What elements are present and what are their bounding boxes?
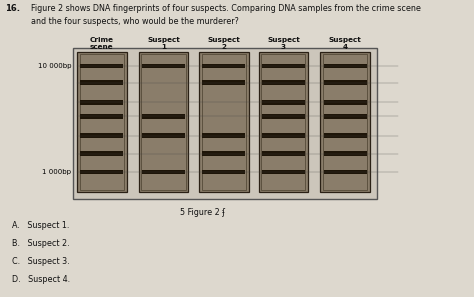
Bar [259, 52, 308, 192]
Bar [80, 170, 123, 174]
Text: D.   Suspect 4.: D. Suspect 4. [12, 275, 70, 284]
Bar [80, 151, 123, 156]
Bar [202, 133, 246, 138]
Text: C.   Suspect 3.: C. Suspect 3. [12, 257, 70, 266]
Bar [262, 170, 305, 174]
Bar [262, 54, 305, 190]
Bar [262, 80, 305, 85]
Bar [80, 64, 123, 68]
Bar [262, 114, 305, 119]
Bar [323, 100, 367, 105]
Bar [323, 64, 367, 68]
Text: B.   Suspect 2.: B. Suspect 2. [12, 239, 70, 248]
Bar [80, 80, 123, 85]
Bar [80, 54, 124, 190]
Text: 16.: 16. [5, 4, 20, 13]
Text: Suspect
4: Suspect 4 [328, 37, 362, 50]
Text: Suspect
1: Suspect 1 [147, 37, 180, 50]
Bar [80, 114, 123, 119]
Bar [138, 52, 188, 192]
Bar [202, 80, 246, 85]
Bar [202, 151, 246, 156]
Bar [142, 133, 185, 138]
Bar [320, 52, 370, 192]
Bar [73, 48, 377, 199]
Text: Crime
scene: Crime scene [90, 37, 114, 50]
Bar [262, 100, 305, 105]
Bar [77, 52, 127, 192]
Bar [80, 133, 123, 138]
Bar [323, 80, 367, 85]
Text: 1 000bp: 1 000bp [42, 169, 71, 175]
Text: 5 Figure 2 ʄ: 5 Figure 2 ʄ [180, 208, 225, 217]
Bar [142, 64, 185, 68]
Bar [323, 133, 367, 138]
Bar [202, 64, 246, 68]
Bar [262, 133, 305, 138]
Bar [202, 170, 246, 174]
Bar [323, 151, 367, 156]
Text: Suspect
2: Suspect 2 [207, 37, 240, 50]
Bar [142, 114, 185, 119]
Text: Suspect
3: Suspect 3 [267, 37, 300, 50]
Bar [323, 54, 367, 190]
Bar [142, 170, 185, 174]
Text: 10 000bp: 10 000bp [37, 63, 71, 69]
Bar [141, 54, 185, 190]
Text: Figure 2 shows DNA fingerprints of four suspects. Comparing DNA samples from the: Figure 2 shows DNA fingerprints of four … [31, 4, 421, 13]
Bar [262, 151, 305, 156]
Bar [199, 52, 248, 192]
Bar [323, 170, 367, 174]
Bar [201, 54, 246, 190]
Text: and the four suspects, who would be the murderer?: and the four suspects, who would be the … [31, 17, 239, 26]
Bar [262, 64, 305, 68]
Bar [323, 114, 367, 119]
Bar [80, 100, 123, 105]
Text: A.   Suspect 1.: A. Suspect 1. [12, 221, 69, 230]
